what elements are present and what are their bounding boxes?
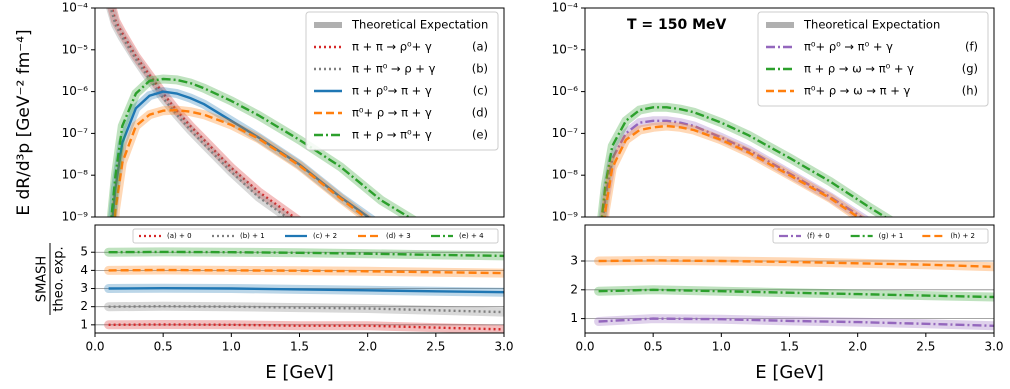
- legend-label: Theoretical Expectation: [803, 18, 940, 32]
- x-tick-label: 1.5: [290, 340, 309, 354]
- legend-tag: (d): [472, 106, 488, 120]
- series-line: [598, 259, 994, 268]
- legend-label: π⁰+ ρ → π + γ: [352, 106, 432, 120]
- series-line: [110, 77, 411, 217]
- series-line: [108, 323, 504, 331]
- x-tick-label: 0.0: [85, 340, 104, 354]
- series-line: [598, 317, 994, 327]
- theory-band: [598, 116, 870, 217]
- y-tick-label: 10⁻⁸: [62, 168, 89, 182]
- x-tick-label: 2.0: [358, 340, 377, 354]
- plot-area: [594, 255, 994, 331]
- y-tick-label: 10⁻⁴: [552, 1, 579, 15]
- x-tick-label: 2.5: [426, 340, 445, 354]
- x-tick-label: 3.0: [494, 340, 513, 354]
- legend-label: π⁰+ ρ⁰ → π⁰ + γ: [804, 40, 893, 54]
- legend-label: (h) + 2: [950, 232, 975, 240]
- y-tick-label: 10⁻⁶: [62, 84, 89, 98]
- legend-tag: (e): [472, 128, 488, 142]
- x-tick-label: 0.0: [575, 340, 594, 354]
- x-axis-label: E [GeV]: [265, 362, 333, 383]
- legend-tag: (f): [965, 40, 978, 54]
- y-tick-label: 2: [570, 282, 578, 296]
- y-tick-label: 10⁻⁹: [62, 210, 89, 224]
- y-axis-label: SMASH: [35, 256, 50, 302]
- plot-area: [104, 247, 504, 333]
- y-tick-label: 10⁻⁹: [552, 210, 579, 224]
- series-line: [108, 268, 504, 275]
- legend-tag: (b): [472, 62, 488, 76]
- y-tick-label: 3: [570, 254, 578, 268]
- x-tick-label: 2.5: [916, 340, 935, 354]
- series-line: [113, 108, 367, 217]
- x-tick-label: 2.0: [848, 340, 867, 354]
- axes-frame: [94, 224, 505, 334]
- legend-label: (g) + 1: [879, 232, 904, 240]
- series-line: [108, 286, 504, 294]
- series-line: [600, 106, 888, 217]
- legend-label: π + ρ⁰→ π + γ: [352, 84, 432, 98]
- legend-label: (e) + 4: [459, 232, 484, 240]
- series-line: [108, 250, 504, 258]
- x-tick-label: 3.0: [984, 340, 1003, 354]
- y-tick-label: 5: [80, 245, 88, 259]
- legend-label: (d) + 3: [386, 232, 411, 240]
- legend-tag: (g): [962, 62, 978, 76]
- legend-tag: (h): [962, 84, 978, 98]
- legend-tag: (a): [472, 40, 488, 54]
- axes-frame: [584, 224, 995, 334]
- series-line: [111, 90, 371, 217]
- series-line: [603, 124, 860, 217]
- y-tick-label: 10⁻⁵: [552, 42, 579, 56]
- y-tick-label: 10⁻⁵: [62, 42, 89, 56]
- x-axis-label: E [GeV]: [755, 362, 823, 383]
- x-tick-label: 1.5: [780, 340, 799, 354]
- y-tick-label: 10⁻⁷: [62, 126, 89, 140]
- legend-tag: (c): [473, 84, 488, 98]
- axes-frame: [94, 7, 505, 218]
- y-tick-label: 2: [80, 299, 88, 313]
- legend-label: (a) + 0: [167, 232, 192, 240]
- x-tick-label: 0.5: [154, 340, 173, 354]
- y-tick-label: 10⁻⁶: [552, 84, 579, 98]
- legend-box: [305, 11, 499, 151]
- y-tick-label: 4: [80, 263, 88, 277]
- legend-label: π + ρ → ω → π⁰ + γ: [804, 62, 914, 76]
- y-tick-label: 3: [80, 281, 88, 295]
- plot-area: [597, 102, 894, 217]
- x-tick-label: 1.0: [712, 340, 731, 354]
- legend-label: π + ρ → π⁰+ γ: [352, 128, 432, 142]
- theory-band: [106, 8, 295, 217]
- axes-frame: [584, 7, 995, 218]
- plot-area: [106, 8, 418, 217]
- series-line: [110, 8, 296, 217]
- x-tick-label: 0.5: [644, 340, 663, 354]
- y-axis-label: E dR/d³p [GeV⁻² fm⁻⁴]: [14, 29, 34, 215]
- legend-label: (c) + 2: [313, 232, 337, 240]
- series-line: [602, 119, 864, 217]
- legend-label: π⁰+ ρ → ω → π + γ: [804, 84, 911, 98]
- y-tick-label: 10⁻⁴: [62, 1, 89, 15]
- y-axis-label: theo. exp.: [52, 246, 67, 311]
- x-tick-label: 1.0: [222, 340, 241, 354]
- legend-label: (b) + 1: [240, 232, 265, 240]
- y-tick-label: 1: [80, 317, 88, 331]
- series-line: [598, 288, 994, 299]
- series-line: [108, 305, 504, 314]
- legend-label: (f) + 0: [807, 232, 830, 240]
- legend-box: [132, 228, 499, 244]
- legend-box: [772, 228, 989, 244]
- legend-label: π + π⁰ → ρ + γ: [352, 62, 436, 76]
- y-tick-label: 1: [570, 311, 578, 325]
- legend-box: [757, 11, 989, 107]
- y-tick-label: 10⁻⁷: [552, 126, 579, 140]
- theory-band: [600, 121, 866, 217]
- annotation: T = 150 MeV: [627, 17, 727, 33]
- legend-label: Theoretical Expectation: [351, 18, 488, 32]
- legend-label: π + π → ρ⁰+ γ: [352, 40, 432, 54]
- y-tick-label: 10⁻⁸: [552, 168, 579, 182]
